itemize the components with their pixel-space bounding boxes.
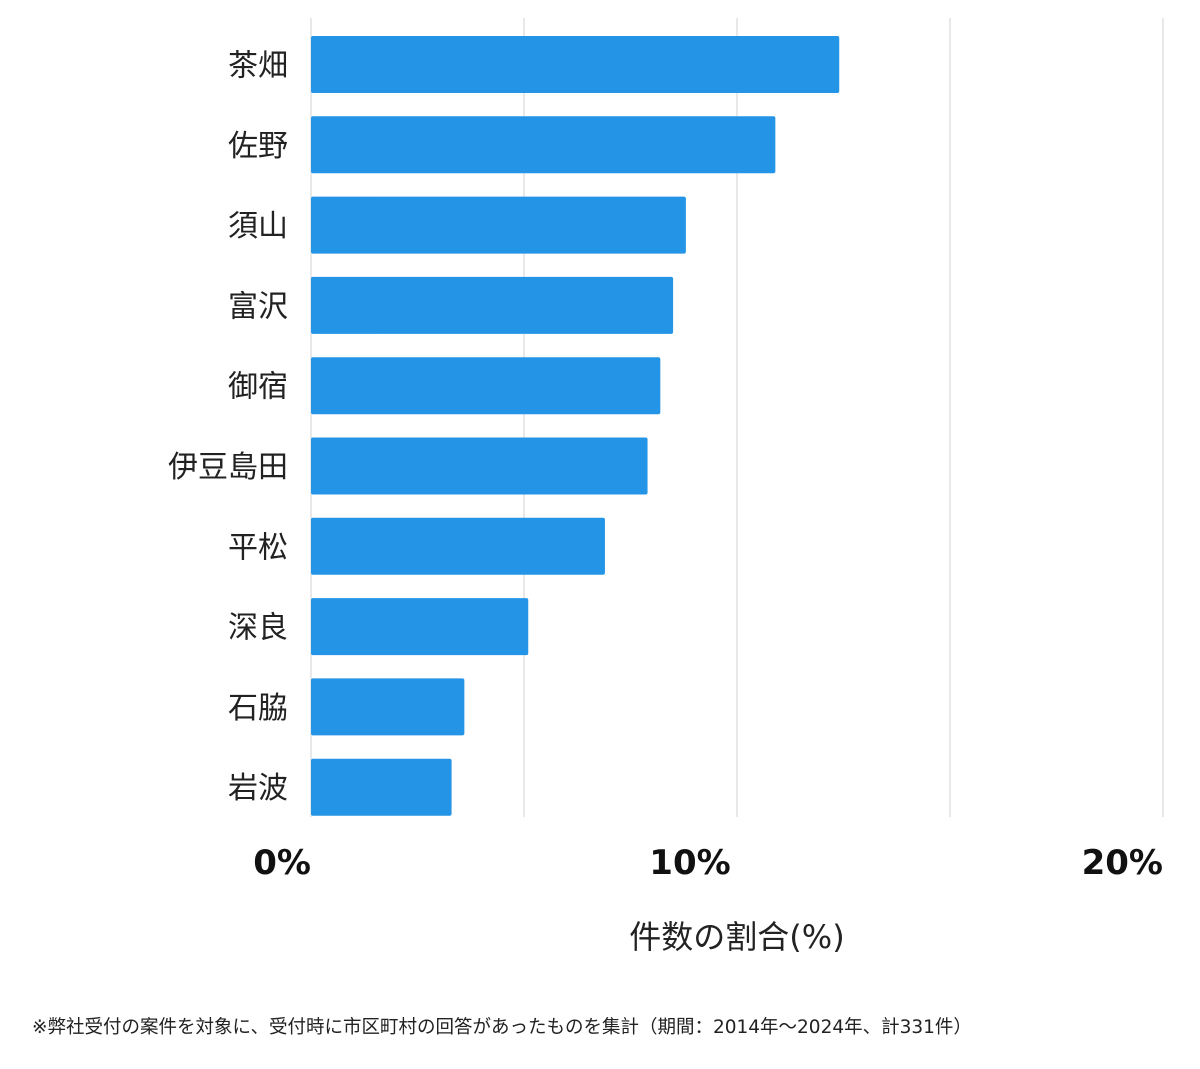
bar-3 [311,276,674,334]
category-label-5: 伊豆島田 [168,450,288,485]
category-label-4: 御宿 [228,370,288,405]
bar-6 [311,517,605,575]
bars [311,36,840,816]
category-label-6: 平松 [228,530,288,565]
x-axis-title: 件数の割合(%) [629,918,844,956]
bar-7 [311,598,529,656]
bar-8 [311,678,465,736]
category-label-7: 深良 [228,611,288,646]
bar-2 [311,196,686,254]
bar-0 [311,36,840,93]
x-tick-label-2: 20% [1082,843,1163,883]
category-label-3: 富沢 [228,289,288,324]
x-tick-label-0: 0% [253,843,311,883]
x-tick-label-1: 10% [649,843,730,883]
bar-9 [311,758,452,816]
bar-1 [311,116,776,174]
x-tick-labels: 0% 10% 20% [253,843,1163,883]
category-label-8: 石脇 [228,691,288,726]
category-label-0: 茶畑 [228,49,288,84]
category-label-1: 佐野 [228,129,288,164]
category-label-2: 須山 [228,209,288,244]
bar-5 [311,437,648,495]
bar-4 [311,357,661,415]
category-label-9: 岩波 [228,771,288,806]
footnote: ※弊社受付の案件を対象に、受付時に市区町村の回答があったものを集計（期間：201… [32,1017,972,1038]
